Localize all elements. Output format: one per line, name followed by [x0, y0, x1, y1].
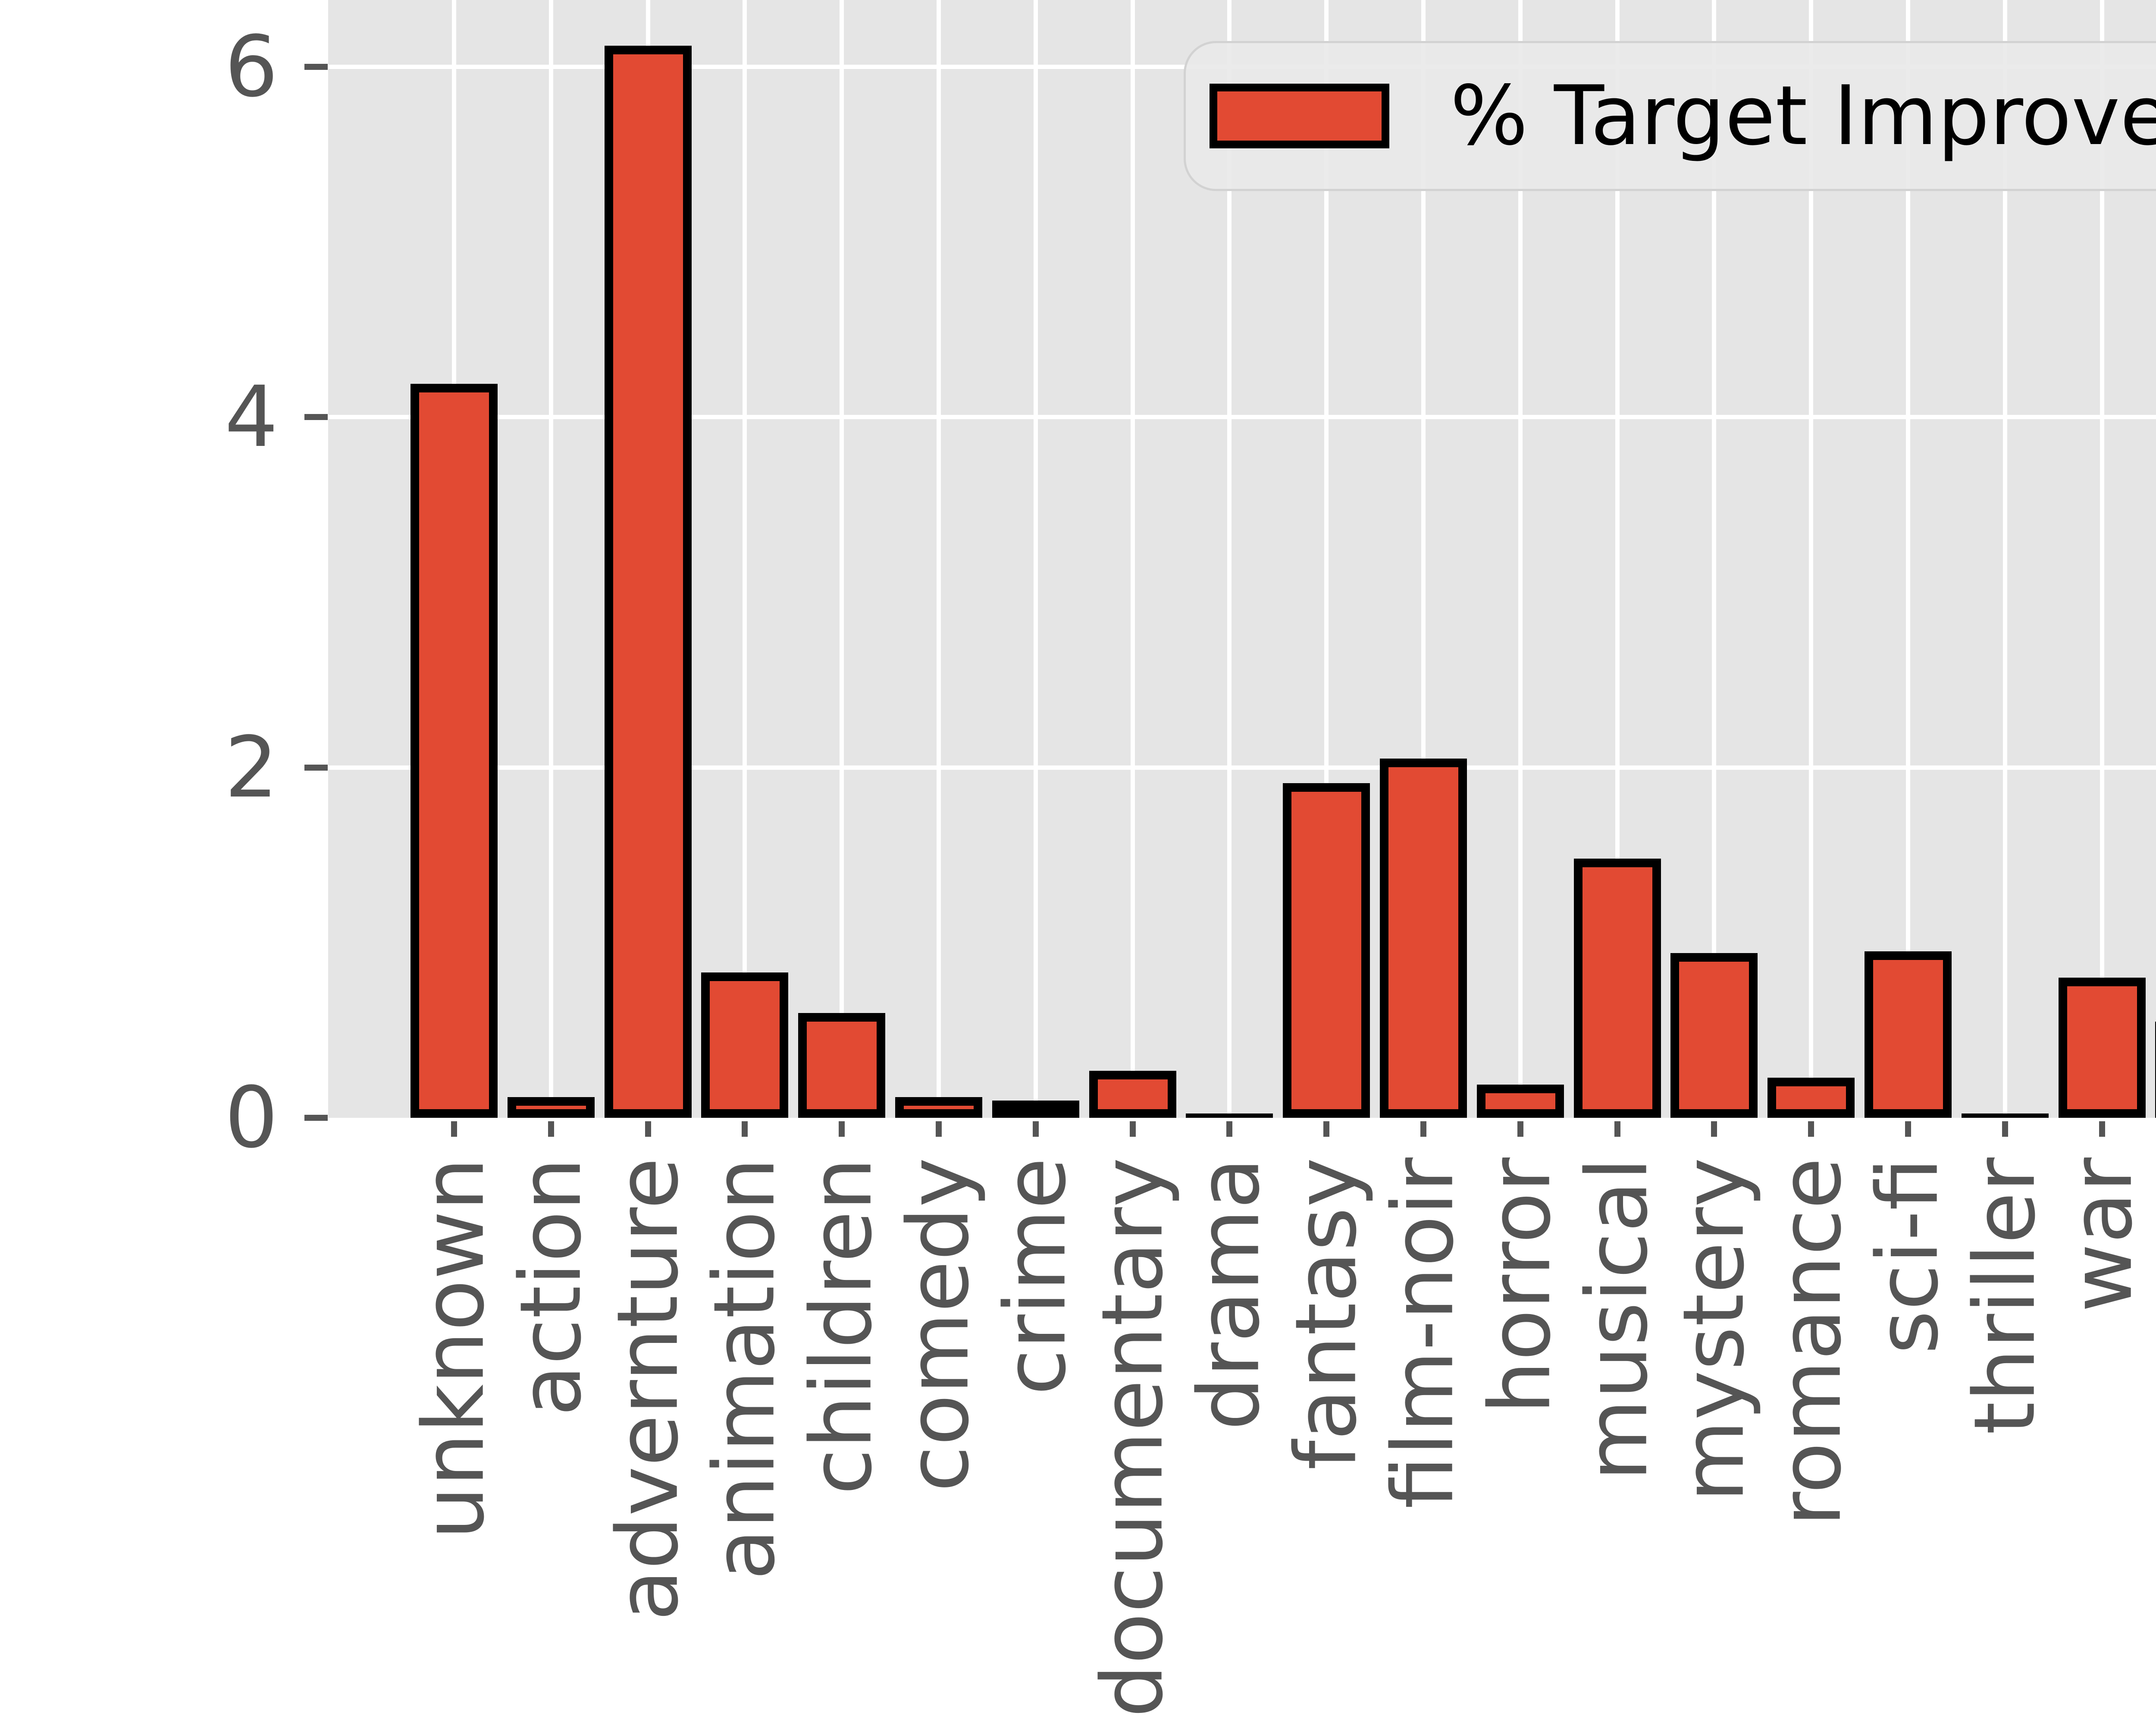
x-tick-label-mystery: mystery: [1665, 1157, 1763, 1502]
x-tick-label-musical: musical: [1568, 1157, 1666, 1481]
gridline-x-war: [2100, 0, 2104, 1118]
y-tick-mark-2: [304, 764, 328, 771]
x-tick-mark-thriller: [2002, 1121, 2008, 1137]
x-tick-mark-children: [839, 1121, 845, 1137]
gridline-x-drama: [1227, 0, 1232, 1118]
bar-film-noir: [1380, 759, 1467, 1118]
x-tick-label-action: action: [501, 1157, 600, 1417]
bar-thriller: [1961, 1113, 2049, 1118]
bar-mystery: [1670, 953, 1758, 1118]
gridline-x-film-noir: [1421, 0, 1426, 1118]
bar-comedy: [895, 1097, 982, 1118]
gridline-x-sci-fi: [1906, 0, 1910, 1118]
x-tick-mark-unknown: [451, 1121, 457, 1137]
bar-drama: [1186, 1113, 1273, 1118]
bar-advernture: [604, 46, 692, 1118]
bar-documentary: [1089, 1071, 1176, 1118]
bar-western: [2155, 1022, 2156, 1118]
bar-horror: [1476, 1085, 1564, 1118]
bar-crime: [992, 1101, 1079, 1118]
x-tick-label-advernture: advernture: [599, 1157, 697, 1621]
x-tick-mark-drama: [1226, 1121, 1233, 1137]
x-tick-label-romance: romance: [1761, 1157, 1860, 1527]
y-tick-label-6: 6: [224, 17, 278, 116]
x-tick-mark-romance: [1808, 1121, 1814, 1137]
x-tick-label-thriller: thriller: [1955, 1157, 2054, 1435]
bar-animation: [701, 972, 789, 1118]
bar-fantasy: [1283, 783, 1370, 1118]
gridline-x-musical: [1615, 0, 1620, 1118]
gridline-x-action: [548, 0, 553, 1118]
gridline-x-mystery: [1712, 0, 1717, 1118]
bar-action: [507, 1097, 595, 1118]
x-tick-mark-comedy: [936, 1121, 942, 1137]
gridline-x-documentary: [1130, 0, 1135, 1118]
x-tick-mark-sci-fi: [1905, 1121, 1911, 1137]
x-tick-mark-animation: [742, 1121, 748, 1137]
bar-sci-fi: [1865, 951, 1952, 1118]
gridline-x-animation: [743, 0, 747, 1118]
bar-unknown: [411, 384, 498, 1118]
gridline-x-children: [840, 0, 844, 1118]
legend: % Target Improved: [1184, 41, 2156, 191]
x-tick-mark-musical: [1614, 1121, 1620, 1137]
gridline-x-horror: [1518, 0, 1523, 1118]
legend-label: % Target Improved: [1450, 68, 2156, 163]
x-tick-mark-mystery: [1711, 1121, 1717, 1137]
bar-children: [798, 1013, 886, 1118]
y-tick-mark-6: [304, 63, 328, 70]
x-tick-label-film-noir: film-noir: [1374, 1157, 1472, 1509]
x-tick-mark-fantasy: [1323, 1121, 1330, 1137]
bar-romance: [1767, 1078, 1855, 1118]
x-tick-mark-documentary: [1129, 1121, 1136, 1137]
x-tick-label-unknown: unknown: [404, 1157, 503, 1540]
x-tick-label-crime: crime: [986, 1157, 1084, 1396]
x-tick-label-drama: drama: [1180, 1157, 1279, 1430]
x-tick-mark-horror: [1517, 1121, 1523, 1137]
bar-musical: [1573, 859, 1661, 1118]
gridline-x-fantasy: [1324, 0, 1329, 1118]
x-tick-mark-crime: [1032, 1121, 1039, 1137]
x-tick-label-comedy: comedy: [889, 1157, 987, 1492]
gridline-x-romance: [1809, 0, 1814, 1118]
x-tick-mark-advernture: [645, 1121, 651, 1137]
gridline-x-crime: [1033, 0, 1038, 1118]
bar-war: [2058, 978, 2146, 1118]
x-tick-label-war: war: [2053, 1157, 2151, 1313]
y-tick-label-2: 2: [224, 718, 278, 816]
legend-swatch-icon: [1210, 84, 1389, 148]
x-tick-label-documentary: documentary: [1083, 1157, 1181, 1718]
x-tick-label-fantasy: fantasy: [1277, 1157, 1375, 1470]
gridline-y-4: [328, 415, 2156, 419]
y-tick-label-4: 4: [224, 368, 278, 466]
x-tick-label-sci-fi: sci-fi: [1858, 1157, 1957, 1355]
gridline-y-2: [328, 765, 2156, 770]
x-tick-mark-film-noir: [1420, 1121, 1426, 1137]
y-tick-mark-4: [304, 414, 328, 420]
y-tick-label-0: 0: [224, 1069, 278, 1167]
x-tick-label-horror: horror: [1471, 1157, 1569, 1414]
x-tick-mark-action: [548, 1121, 554, 1137]
x-tick-label-children: children: [792, 1157, 890, 1495]
gridline-x-comedy: [937, 0, 941, 1118]
x-tick-label-animation: animation: [696, 1157, 794, 1581]
gridline-x-thriller: [2002, 0, 2007, 1118]
x-tick-mark-war: [2099, 1121, 2105, 1137]
y-tick-mark-0: [304, 1115, 328, 1121]
